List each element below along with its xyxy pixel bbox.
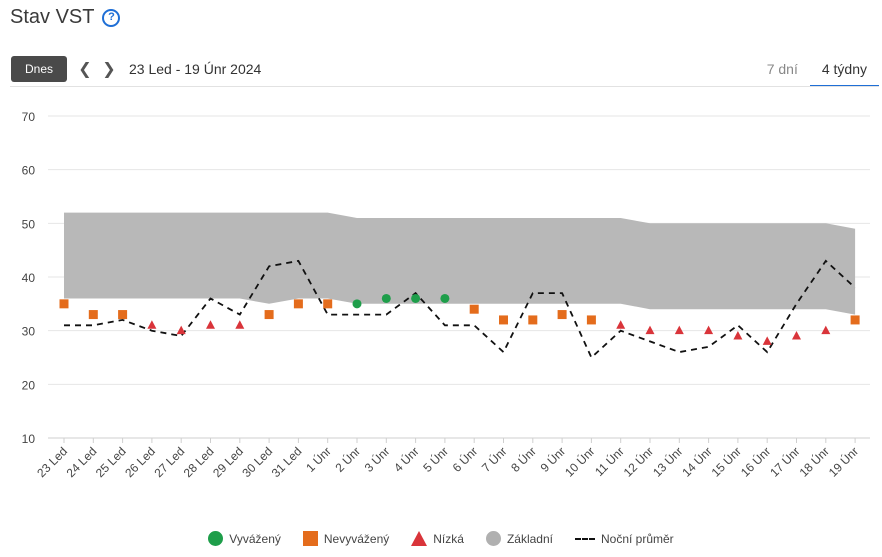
x-tick-label: 5 Únr xyxy=(420,444,451,475)
y-tick-label: 70 xyxy=(22,110,36,124)
x-tick-label: 24 Led xyxy=(64,444,100,480)
chevron-right-icon[interactable]: ❯ xyxy=(102,61,116,78)
legend-item-unbalanced: Nevyvážený xyxy=(302,531,390,546)
x-tick-label: 4 Únr xyxy=(390,444,421,475)
x-tick-label: 18 Únr xyxy=(796,444,832,480)
x-tick-label: 3 Únr xyxy=(361,444,392,475)
date-range-label: 23 Led - 19 Únr 2024 xyxy=(129,61,262,77)
x-tick-label: 19 Únr xyxy=(825,444,861,480)
unbalanced-point xyxy=(469,304,479,314)
legend-label-night-average: Noční průměr xyxy=(600,531,674,546)
triangle-icon xyxy=(411,531,428,546)
x-tick-label: 12 Únr xyxy=(620,444,656,480)
unbalanced-point xyxy=(528,315,538,325)
balanced-point xyxy=(381,293,391,303)
page-title-wrap: Stav VST ? xyxy=(10,6,121,29)
low-point xyxy=(645,325,655,335)
legend-label-low: Nízká xyxy=(433,531,464,546)
unbalanced-point xyxy=(586,315,596,325)
x-tick-label: 15 Únr xyxy=(708,444,744,480)
x-tick-label: 6 Únr xyxy=(449,444,480,475)
x-tick-label: 7 Únr xyxy=(478,444,509,475)
tab-7-days[interactable]: 7 dní xyxy=(766,61,798,77)
legend-item-low: Nízká xyxy=(411,531,464,546)
chart-legend: Vyvážený Nevyvážený Nízká Základní Noční… xyxy=(0,531,882,546)
legend-item-night-average: Noční průměr xyxy=(574,531,674,546)
square-icon xyxy=(302,531,318,546)
unbalanced-point xyxy=(88,310,98,320)
grey-circle-icon xyxy=(485,531,501,546)
low-point xyxy=(733,331,743,340)
x-tick-label: 28 Led xyxy=(181,444,217,480)
unbalanced-point xyxy=(264,310,274,320)
low-point xyxy=(235,320,245,329)
y-tick-label: 40 xyxy=(22,271,36,285)
unbalanced-point xyxy=(323,299,333,309)
x-tick-label: 11 Únr xyxy=(591,444,626,479)
x-tick-label: 14 Únr xyxy=(679,444,715,480)
unbalanced-point xyxy=(557,310,567,320)
balanced-point xyxy=(411,293,421,303)
low-point xyxy=(704,325,714,335)
page-title: Stav VST xyxy=(10,6,95,28)
x-tick-label: 31 Led xyxy=(269,444,305,480)
night-average-line xyxy=(64,259,856,359)
x-tick-label: 29 Led xyxy=(210,444,246,480)
chevron-left-icon[interactable]: ❮ xyxy=(78,61,92,78)
dashed-line-icon xyxy=(574,537,595,540)
legend-item-balanced: Vyvážený xyxy=(208,531,281,546)
circle-icon xyxy=(208,531,224,546)
low-point xyxy=(147,320,157,329)
unbalanced-point xyxy=(118,310,128,320)
y-tick-label: 50 xyxy=(22,217,36,231)
x-tick-label: 27 Led xyxy=(151,444,187,480)
low-point xyxy=(762,336,772,345)
legend-label-balanced: Vyvážený xyxy=(229,531,281,546)
unbalanced-point xyxy=(499,315,508,325)
unbalanced-point xyxy=(850,315,860,325)
balanced-point xyxy=(440,293,450,303)
y-tick-label: 60 xyxy=(22,164,36,178)
low-point xyxy=(792,331,801,340)
y-tick-label: 20 xyxy=(22,378,36,392)
help-icon[interactable]: ? xyxy=(102,8,121,27)
x-tick-label: 16 Únr xyxy=(737,444,773,480)
y-tick-label: 10 xyxy=(22,432,36,446)
x-tick-label: 17 Únr xyxy=(767,444,803,480)
low-point xyxy=(206,320,215,329)
low-point xyxy=(821,325,831,335)
legend-item-baseline: Základní xyxy=(485,531,553,546)
low-point xyxy=(616,320,626,329)
legend-label-baseline: Základní xyxy=(506,531,553,546)
header-divider xyxy=(10,86,879,87)
x-tick-label: 2 Únr xyxy=(332,444,363,475)
baseline-band xyxy=(64,212,856,315)
x-tick-label: 26 Led xyxy=(122,444,158,480)
date-toolbar: Dnes ❮ ❯ 23 Led - 19 Únr 2024 xyxy=(11,56,261,82)
x-tick-label: 13 Únr xyxy=(649,444,685,480)
x-tick-label: 1 Únr xyxy=(302,444,333,475)
today-button[interactable]: Dnes xyxy=(11,56,67,82)
legend-label-unbalanced: Nevyvážený xyxy=(323,531,390,546)
x-tick-label: 23 Led xyxy=(34,444,70,480)
x-tick-label: 10 Únr xyxy=(561,444,597,480)
y-tick-label: 30 xyxy=(22,325,36,339)
x-tick-label: 8 Únr xyxy=(508,444,539,475)
x-tick-label: 25 Led xyxy=(93,444,129,480)
x-tick-label: 30 Led xyxy=(239,444,275,480)
balanced-point xyxy=(352,299,362,309)
unbalanced-point xyxy=(293,299,303,309)
low-point xyxy=(176,325,186,335)
unbalanced-point xyxy=(59,299,69,309)
low-point xyxy=(674,325,684,335)
